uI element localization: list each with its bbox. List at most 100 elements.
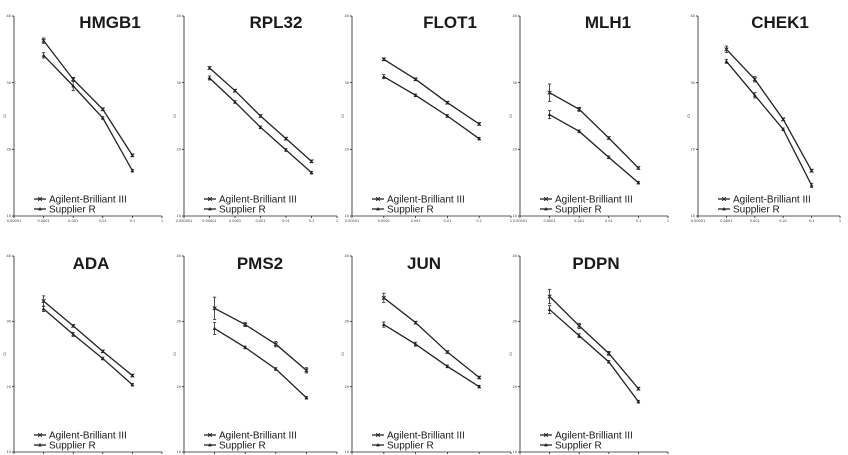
y-tick-label: 10 (345, 450, 349, 454)
chart-panel-rpl32: 10 20 30 40 Ct 0.000001 0.00001 0.0001 0.001 0.01… (173, 13, 338, 223)
legend-label-agilent: Agilent-Brilliant III (555, 195, 633, 206)
data-point-agilent (100, 107, 105, 112)
x-tick-label: 1 (336, 219, 338, 223)
legend-marker-supplier (38, 443, 42, 447)
y-axis-label: Ct (509, 351, 513, 355)
data-point-agilent (781, 117, 786, 122)
x-tick-label: 0.01 (444, 219, 452, 223)
data-point-supplier (809, 183, 814, 187)
data-point-agilent (724, 47, 729, 52)
chart-title: HMGB1 (79, 13, 140, 32)
x-tick-label: 0.001 (750, 219, 760, 223)
chart-title: CHEK1 (751, 13, 809, 32)
data-point-supplier (284, 148, 288, 152)
data-point-supplier (413, 342, 418, 346)
y-tick-label: 10 (177, 450, 181, 454)
data-point-agilent (752, 77, 757, 82)
x-tick-label: 0.0001 (378, 219, 390, 223)
data-point-agilent (273, 342, 278, 347)
chart-panel-pdpn: 10203040Ct0.000010.00010.0010.010.11PDPN… (509, 254, 669, 454)
data-point-supplier (304, 395, 309, 400)
series-line-agilent (549, 92, 639, 169)
data-point-agilent (100, 349, 105, 354)
y-tick-label: 10 (7, 450, 11, 454)
x-tick-label: 0.001 (255, 219, 265, 223)
data-point-agilent (577, 323, 582, 329)
legend-marker-agilent (207, 196, 213, 202)
y-tick-label: 30 (345, 81, 349, 85)
legend-marker-supplier (544, 443, 548, 447)
y-tick-label: 40 (513, 14, 517, 18)
x-tick-label: 0.00001 (691, 219, 705, 223)
data-point-supplier (724, 59, 729, 63)
data-point-agilent (243, 322, 248, 327)
x-tick-label: 0.001 (574, 219, 584, 223)
data-point-supplier (577, 129, 582, 133)
series-line-agilent (383, 58, 480, 125)
data-point-agilent (304, 368, 309, 373)
y-tick-label: 30 (691, 81, 695, 85)
data-point-agilent (477, 375, 482, 380)
x-tick-label: 0.01 (605, 219, 613, 223)
data-point-agilent (309, 159, 314, 164)
chart-title: RPL32 (250, 13, 303, 32)
data-point-agilent (41, 298, 46, 304)
data-point-agilent (381, 57, 386, 62)
y-tick-label: 40 (513, 254, 517, 258)
x-tick-label: 0.01 (779, 219, 787, 223)
chart-panel-pms2: 10203040Ct0.000010.00010.0010.010.11PMS2… (173, 254, 338, 454)
chart-panel-chek1: 10 20 30 40 Ct 0.00001 0.0001 0.001 0.01 0.1 1 CHEK… (687, 13, 841, 223)
data-point-agilent (381, 295, 386, 300)
series-line-supplier (43, 308, 133, 386)
series-line-agilent (43, 300, 133, 377)
y-tick-label: 10 (345, 214, 349, 218)
legend-label-supplier: Supplier R (733, 205, 780, 216)
y-tick-label: 40 (177, 14, 181, 18)
data-point-agilent (71, 77, 76, 82)
data-point-agilent (477, 121, 482, 127)
y-axis-label: Ct (3, 113, 7, 117)
y-tick-label: 40 (345, 254, 349, 258)
data-point-agilent (577, 107, 582, 112)
y-tick-label: 20 (177, 148, 181, 152)
data-point-agilent (636, 165, 641, 171)
y-tick-label: 40 (7, 14, 11, 18)
x-tick-label: 0.0001 (229, 219, 241, 223)
y-axis-label: Ct (687, 113, 691, 117)
data-point-supplier (413, 93, 418, 97)
data-point-agilent (232, 88, 238, 93)
legend-marker-agilent (543, 196, 549, 202)
x-tick-label: 0.0001 (543, 219, 555, 223)
legend-label-agilent: Agilent-Brilliant III (733, 195, 811, 206)
y-tick-label: 30 (345, 320, 349, 324)
data-point-supplier (100, 116, 105, 120)
legend-marker-agilent (721, 196, 727, 202)
data-point-supplier (233, 100, 237, 104)
legend-label-supplier: Supplier R (555, 205, 602, 216)
legend-label-supplier: Supplier R (387, 441, 434, 452)
chart-title: PMS2 (237, 254, 283, 273)
x-tick-label: 1 (667, 219, 669, 223)
data-point-agilent (207, 65, 212, 71)
x-tick-label: 1 (161, 219, 163, 223)
data-point-supplier (381, 322, 386, 326)
legend-label-agilent: Agilent-Brilliant III (49, 195, 127, 206)
series-line-agilent (549, 296, 639, 390)
legend-marker-supplier (208, 443, 212, 447)
x-tick-label: 0.001 (411, 219, 421, 223)
data-point-supplier (71, 332, 76, 336)
y-tick-label: 10 (513, 214, 517, 218)
chart-panel-flot1: 10 20 30 40 Ct 0.00001 0.0001 0.001 0.01 0.1 1 FLOT… (341, 13, 512, 223)
data-point-agilent (636, 386, 641, 391)
legend-label-supplier: Supplier R (387, 205, 434, 216)
data-point-agilent (130, 153, 135, 158)
legend-marker-supplier (722, 207, 726, 211)
data-point-supplier (445, 114, 450, 118)
legend-marker-supplier (38, 207, 42, 211)
legend-label-agilent: Agilent-Brilliant III (219, 195, 297, 206)
chart-title: PDPN (572, 254, 619, 273)
y-tick-label: 20 (7, 385, 11, 389)
data-point-agilent (547, 90, 552, 95)
data-point-supplier (41, 306, 46, 311)
